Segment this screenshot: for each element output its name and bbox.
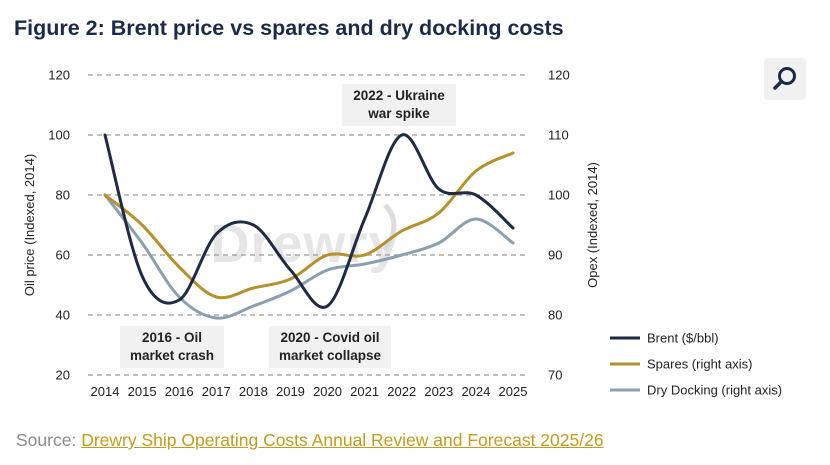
series-line-spares bbox=[103, 151, 515, 300]
y-tick-label: 100 bbox=[48, 128, 70, 143]
y2-tick-label: 90 bbox=[548, 248, 562, 263]
source-link[interactable]: Drewry Ship Operating Costs Annual Revie… bbox=[81, 430, 604, 450]
series-line-brent bbox=[103, 133, 515, 309]
series-line-dry-docking bbox=[103, 193, 515, 320]
x-tick-label: 2017 bbox=[202, 384, 231, 399]
y2-tick-label: 110 bbox=[548, 128, 569, 143]
x-tick-label: 2023 bbox=[424, 384, 453, 399]
x-tick-label: 2021 bbox=[350, 384, 379, 399]
search-icon bbox=[773, 67, 796, 90]
y2-tick-label: 100 bbox=[548, 188, 570, 203]
source-line: Source: Drewry Ship Operating Costs Annu… bbox=[16, 430, 604, 451]
y-tick-label: 20 bbox=[56, 368, 70, 383]
y-tick-label: 60 bbox=[56, 248, 70, 263]
x-tick-label: 2022 bbox=[387, 384, 416, 399]
x-tick-label: 2018 bbox=[239, 384, 268, 399]
x-tick-label: 2020 bbox=[313, 384, 342, 399]
y-tick-label: 120 bbox=[48, 68, 70, 83]
figure-title: Figure 2: Brent price vs spares and dry … bbox=[14, 16, 564, 40]
x-tick-label: 2025 bbox=[499, 384, 528, 399]
x-tick-label: 2015 bbox=[128, 384, 157, 399]
annotation-box bbox=[120, 326, 224, 368]
annotation-text: 2022 - Ukraine bbox=[353, 88, 445, 103]
annotation-box bbox=[342, 84, 456, 126]
y2-axis-title: Opex (Indexed, 2014) bbox=[585, 162, 600, 288]
y2-tick-label: 70 bbox=[548, 368, 562, 383]
x-tick-label: 2014 bbox=[91, 384, 120, 399]
annotation-box bbox=[269, 326, 391, 368]
y-tick-label: 80 bbox=[56, 188, 70, 203]
search-button[interactable] bbox=[764, 58, 806, 100]
legend-label: Brent ($/bbl) bbox=[647, 331, 719, 346]
annotation-text: war spike bbox=[367, 106, 430, 121]
x-tick-label: 2019 bbox=[276, 384, 305, 399]
annotation-text: market collapse bbox=[279, 348, 382, 363]
y2-tick-label: 120 bbox=[548, 68, 570, 83]
source-label: Source: bbox=[16, 430, 77, 450]
annotation-text: 2016 - Oil bbox=[142, 330, 202, 345]
legend-label: Dry Docking (right axis) bbox=[647, 383, 782, 398]
x-tick-label: 2024 bbox=[461, 384, 490, 399]
x-tick-label: 2016 bbox=[165, 384, 194, 399]
annotation-text: market crash bbox=[130, 348, 214, 363]
y-tick-label: 40 bbox=[56, 308, 70, 323]
annotation-text: 2020 - Covid oil bbox=[280, 330, 379, 345]
legend-label: Spares (right axis) bbox=[647, 357, 752, 372]
watermark-swoosh bbox=[382, 203, 397, 252]
y2-tick-label: 80 bbox=[548, 308, 562, 323]
y-axis-title: Oil price (Indexed, 2014) bbox=[22, 154, 37, 296]
